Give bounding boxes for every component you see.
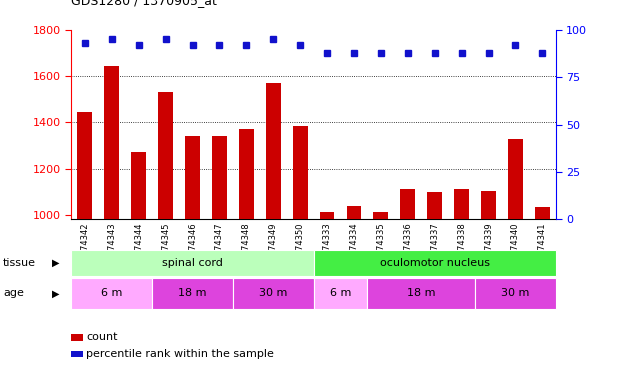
Text: age: age xyxy=(3,288,24,298)
Bar xyxy=(535,207,550,219)
Text: 18 m: 18 m xyxy=(178,288,207,298)
Bar xyxy=(266,83,281,219)
Text: oculomotor nucleus: oculomotor nucleus xyxy=(379,258,490,268)
Bar xyxy=(78,112,93,219)
Bar xyxy=(185,136,200,219)
Bar xyxy=(401,189,415,219)
Text: ▶: ▶ xyxy=(52,258,60,268)
Text: 6 m: 6 m xyxy=(101,288,122,298)
Bar xyxy=(104,66,119,219)
Text: spinal cord: spinal cord xyxy=(162,258,223,268)
Text: percentile rank within the sample: percentile rank within the sample xyxy=(86,350,274,359)
Text: 30 m: 30 m xyxy=(501,288,530,298)
Text: count: count xyxy=(86,333,118,342)
Text: 18 m: 18 m xyxy=(407,288,435,298)
Text: GDS1280 / 1370905_at: GDS1280 / 1370905_at xyxy=(71,0,217,8)
Text: tissue: tissue xyxy=(3,258,36,268)
Text: 6 m: 6 m xyxy=(330,288,351,298)
Bar xyxy=(347,206,361,219)
Bar xyxy=(239,129,254,219)
Text: 30 m: 30 m xyxy=(259,288,288,298)
Bar xyxy=(481,190,496,219)
Bar xyxy=(427,192,442,219)
Bar xyxy=(320,213,335,219)
Text: ▶: ▶ xyxy=(52,288,60,298)
Bar xyxy=(454,189,469,219)
Bar xyxy=(373,213,388,219)
Bar xyxy=(508,138,523,219)
Bar xyxy=(131,152,146,219)
Bar xyxy=(292,126,307,219)
Bar xyxy=(212,136,227,219)
Bar xyxy=(158,92,173,219)
